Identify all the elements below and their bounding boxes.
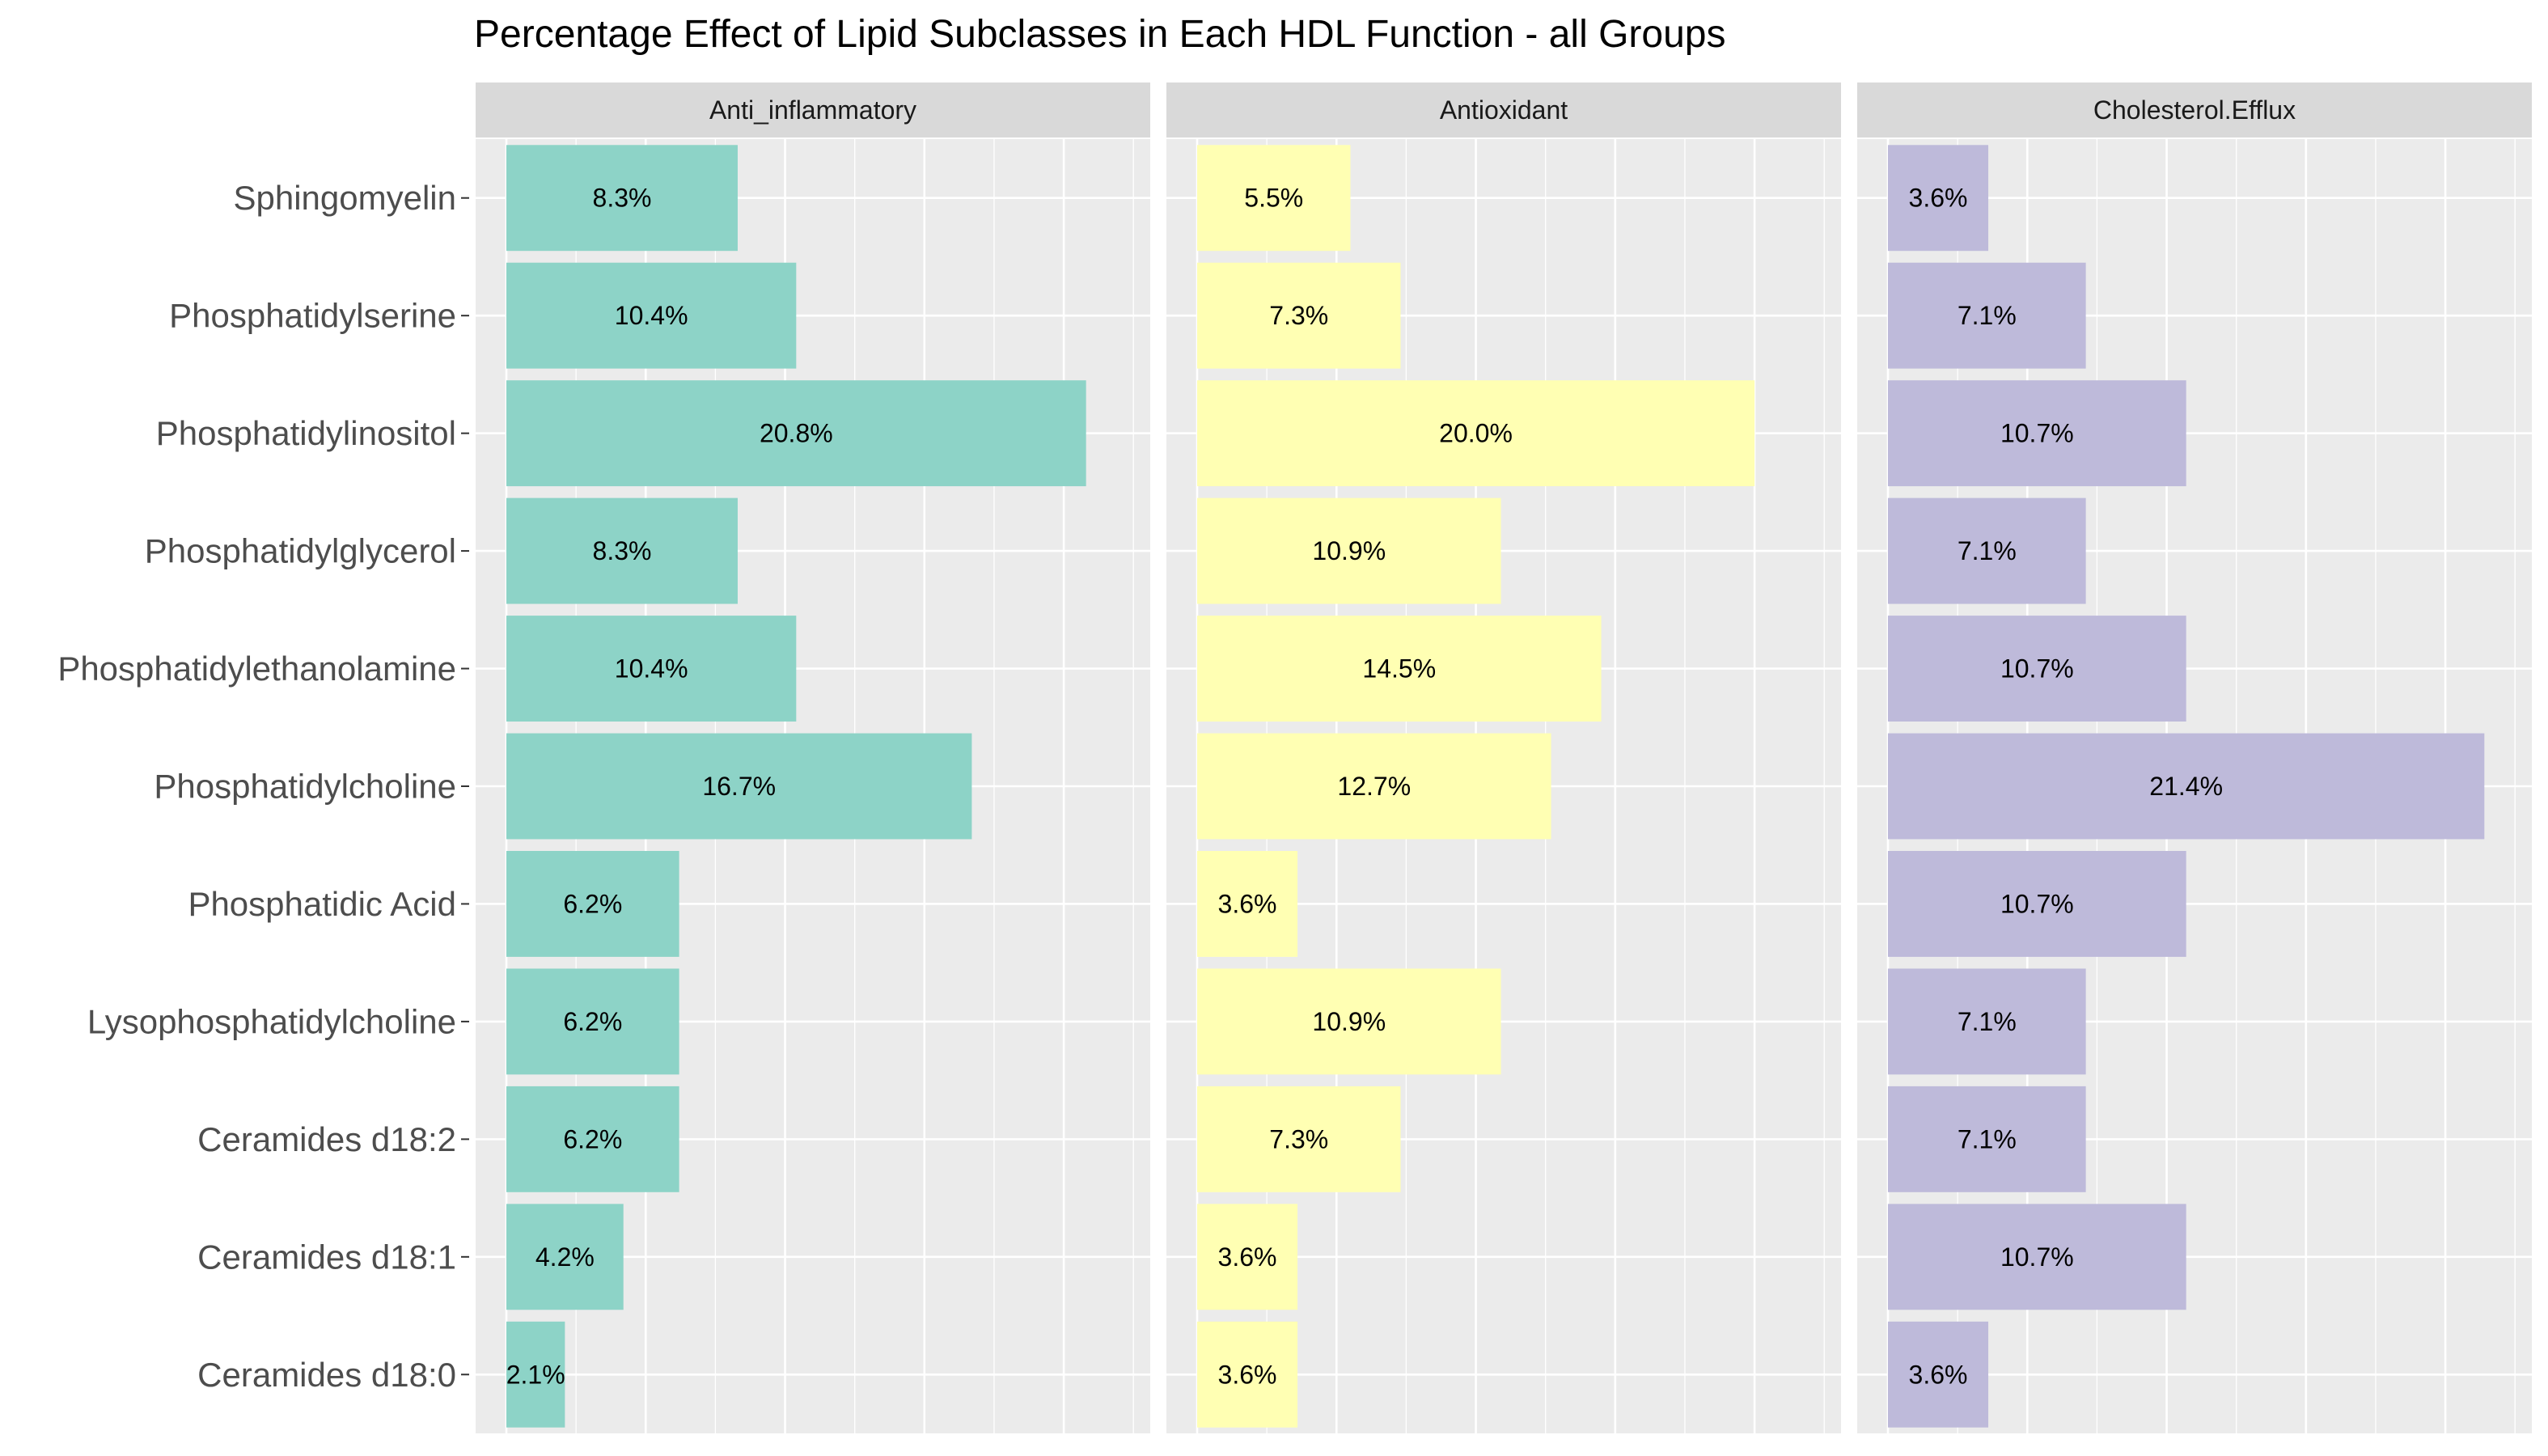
bar-cholesterol-efflux-lysophosphatidylcholine (1888, 968, 2086, 1075)
bar-cholesterol-efflux-sphingomyelin (1888, 145, 1989, 252)
bar-cholesterol-efflux-ceramides-d18-1 (1888, 1204, 2186, 1310)
bar-antioxidant-ceramides-d18-2 (1197, 1086, 1401, 1192)
bar-anti-inflammatory-phosphatidylinositol (506, 380, 1086, 487)
bar-cholesterol-efflux-phosphatidic-acid (1888, 851, 2186, 957)
facet-strip-label: Antioxidant (1440, 95, 1568, 125)
bar-label-cholesterol-efflux-ceramides-d18-2: 7.1% (1958, 1124, 2017, 1153)
y-tick-label-phosphatidic-acid: Phosphatidic Acid (188, 885, 456, 923)
bar-anti-inflammatory-phosphatidylethanolamine (506, 616, 797, 722)
bar-label-antioxidant-phosphatidylcholine: 12.7% (1337, 772, 1411, 801)
bar-antioxidant-sphingomyelin (1197, 145, 1351, 252)
bar-label-antioxidant-phosphatidylinositol: 20.0% (1439, 419, 1513, 448)
facet-strip-label: Anti_inflammatory (709, 95, 916, 125)
bar-cholesterol-efflux-ceramides-d18-0 (1888, 1321, 1989, 1428)
bar-anti-inflammatory-lysophosphatidylcholine (506, 968, 679, 1075)
facet-strip (476, 83, 1150, 138)
bar-cholesterol-efflux-phosphatidylethanolamine (1888, 616, 2186, 722)
bar-label-anti-inflammatory-phosphatidylserine: 10.4% (615, 301, 688, 330)
bar-cholesterol-efflux-phosphatidylglycerol (1888, 497, 2086, 604)
bar-label-anti-inflammatory-phosphatidylethanolamine: 10.4% (615, 654, 688, 684)
bar-antioxidant-phosphatidylcholine (1197, 733, 1551, 840)
facet-anti-inflammatory: Anti_inflammatory 8.3% 10.4% 20.8% 8.3% 10.4%… (476, 83, 1150, 1433)
chart-title: Percentage Effect of Lipid Subclasses in… (474, 13, 1725, 56)
facet-strip (1166, 83, 1841, 138)
bar-cholesterol-efflux-phosphatidylinositol (1888, 380, 2186, 487)
bar-label-anti-inflammatory-ceramides-d18-1: 4.2% (535, 1242, 595, 1272)
bar-label-anti-inflammatory-sphingomyelin: 8.3% (593, 184, 652, 213)
bar-antioxidant-phosphatidylserine (1197, 262, 1401, 369)
facet-antioxidant: Antioxidant 5.5% 7.3% 20.0% 10.9% 14.5% 12.7% 3… (1166, 83, 1841, 1433)
bar-antioxidant-phosphatidylglycerol (1197, 497, 1501, 604)
bar-label-cholesterol-efflux-ceramides-d18-0: 3.6% (1909, 1360, 1968, 1389)
bar-antioxidant-phosphatidylethanolamine (1197, 616, 1602, 722)
bar-label-cholesterol-efflux-sphingomyelin: 3.6% (1909, 184, 1968, 213)
y-tick-label-sphingomyelin: Sphingomyelin (233, 179, 456, 217)
bar-label-antioxidant-sphingomyelin: 5.5% (1244, 184, 1303, 213)
bar-label-cholesterol-efflux-phosphatidylethanolamine: 10.7% (2000, 654, 2074, 684)
bar-cholesterol-efflux-phosphatidylserine (1888, 262, 2086, 369)
bar-label-anti-inflammatory-ceramides-d18-2: 6.2% (563, 1124, 622, 1153)
bar-label-antioxidant-phosphatidic-acid: 3.6% (1218, 889, 1277, 918)
bar-anti-inflammatory-phosphatidylglycerol (506, 497, 738, 604)
bar-label-anti-inflammatory-phosphatidylglycerol: 8.3% (593, 536, 652, 565)
bar-label-cholesterol-efflux-phosphatidic-acid: 10.7% (2000, 889, 2074, 918)
bar-label-antioxidant-phosphatidylglycerol: 10.9% (1312, 536, 1386, 565)
y-tick-label-ceramides-d18-0: Ceramides d18:0 (197, 1356, 456, 1394)
bar-label-cholesterol-efflux-lysophosphatidylcholine: 7.1% (1958, 1007, 2017, 1036)
y-tick-label-phosphatidylcholine: Phosphatidylcholine (154, 768, 456, 806)
bar-antioxidant-ceramides-d18-1 (1197, 1204, 1298, 1310)
y-tick-label-ceramides-d18-1: Ceramides d18:1 (197, 1238, 456, 1276)
bar-label-antioxidant-phosphatidylserine: 7.3% (1269, 301, 1328, 330)
bar-label-anti-inflammatory-lysophosphatidylcholine: 6.2% (563, 1007, 622, 1036)
bar-label-anti-inflammatory-ceramides-d18-0: 2.1% (506, 1360, 565, 1389)
bar-label-cholesterol-efflux-phosphatidylinositol: 10.7% (2000, 419, 2074, 448)
bar-label-cholesterol-efflux-phosphatidylglycerol: 7.1% (1958, 536, 2017, 565)
bar-label-antioxidant-lysophosphatidylcholine: 10.9% (1312, 1007, 1386, 1036)
bar-anti-inflammatory-ceramides-d18-0 (506, 1321, 565, 1428)
facet-panels: Anti_inflammatory 8.3% 10.4% 20.8% 8.3% 10.4%… (476, 83, 2532, 1433)
bar-label-antioxidant-ceramides-d18-1: 3.6% (1218, 1242, 1277, 1272)
bar-antioxidant-ceramides-d18-0 (1197, 1321, 1298, 1428)
bar-anti-inflammatory-ceramides-d18-2 (506, 1086, 679, 1192)
bar-antioxidant-lysophosphatidylcholine (1197, 968, 1501, 1075)
bar-anti-inflammatory-sphingomyelin (506, 145, 738, 252)
bar-cholesterol-efflux-ceramides-d18-2 (1888, 1086, 2086, 1192)
bar-cholesterol-efflux-phosphatidylcholine (1888, 733, 2485, 840)
y-tick-label-ceramides-d18-2: Ceramides d18:2 (197, 1120, 456, 1158)
y-tick-label-phosphatidylethanolamine: Phosphatidylethanolamine (57, 650, 456, 688)
bar-antioxidant-phosphatidylinositol (1197, 380, 1755, 487)
facet-strip-label: Cholesterol.Efflux (2093, 95, 2296, 125)
bar-label-antioxidant-ceramides-d18-0: 3.6% (1218, 1360, 1277, 1389)
bar-anti-inflammatory-ceramides-d18-1 (506, 1204, 624, 1310)
facet-cholesterol-efflux: Cholesterol.Efflux 3.6% 7.1% 10.7% 7.1% 10.7%… (1857, 83, 2532, 1433)
bar-label-anti-inflammatory-phosphatidylinositol: 20.8% (760, 419, 833, 448)
bar-label-cholesterol-efflux-ceramides-d18-1: 10.7% (2000, 1242, 2074, 1272)
y-tick-label-phosphatidylinositol: Phosphatidylinositol (156, 414, 456, 452)
y-tick-label-phosphatidylserine: Phosphatidylserine (169, 297, 456, 335)
bar-label-anti-inflammatory-phosphatidic-acid: 6.2% (563, 889, 622, 918)
bar-anti-inflammatory-phosphatidylcholine (506, 733, 972, 840)
bar-label-cholesterol-efflux-phosphatidylcholine: 21.4% (2149, 772, 2223, 801)
bar-anti-inflammatory-phosphatidylserine (506, 262, 797, 369)
bar-label-antioxidant-ceramides-d18-2: 7.3% (1269, 1124, 1328, 1153)
y-tick-label-phosphatidylglycerol: Phosphatidylglycerol (145, 532, 456, 570)
facet-strip (1857, 83, 2532, 138)
y-axis: Sphingomyelin Phosphatidylserine Phosphati… (57, 179, 469, 1394)
bar-label-antioxidant-phosphatidylethanolamine: 14.5% (1362, 654, 1436, 684)
bar-antioxidant-phosphatidic-acid (1197, 851, 1298, 957)
bar-anti-inflammatory-phosphatidic-acid (506, 851, 679, 957)
bar-label-cholesterol-efflux-phosphatidylserine: 7.1% (1958, 301, 2017, 330)
y-tick-label-lysophosphatidylcholine: Lysophosphatidylcholine (87, 1002, 456, 1040)
bar-label-anti-inflammatory-phosphatidylcholine: 16.7% (702, 772, 776, 801)
